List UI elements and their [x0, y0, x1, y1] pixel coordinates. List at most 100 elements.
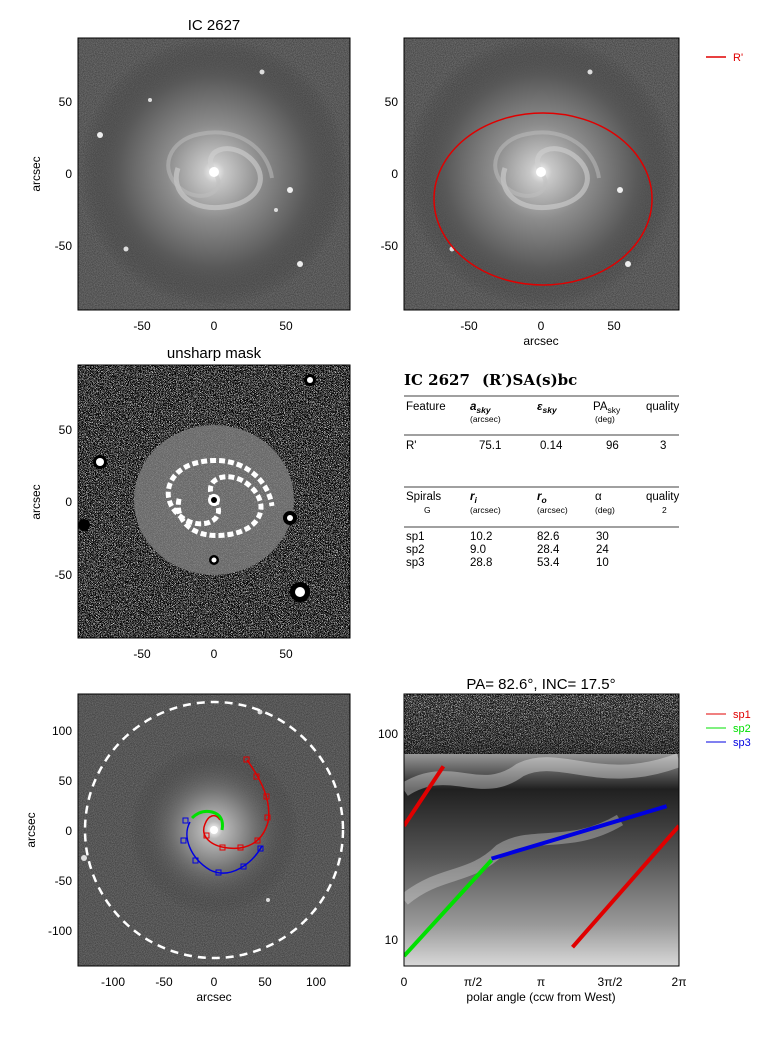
panel-ring-overlay: -50 0 50 50 0 -50 arcsec R'	[381, 37, 743, 348]
y-tick-labels: 100 50 0 -50 -100	[48, 724, 72, 938]
y-axis-label: arcsec	[29, 484, 43, 519]
x-tick-label: 50	[279, 319, 293, 333]
y-tick-label: 50	[385, 95, 399, 109]
header-quality: quality	[646, 401, 679, 413]
header-ri-unit: (arcsec)	[470, 505, 501, 515]
header-ri-sub: i	[474, 495, 477, 505]
spiral-arm-glow	[173, 146, 263, 210]
panel-title: unsharp mask	[167, 345, 262, 362]
y-tick-labels: 50 0 -50	[55, 423, 73, 582]
plot-frame	[403, 693, 680, 967]
x-tick-label: 0	[538, 319, 545, 333]
y-tick-label: 50	[59, 95, 73, 109]
cell-pa: 96	[606, 440, 619, 452]
header-alpha: α	[595, 491, 602, 503]
header-a: asky	[470, 401, 492, 415]
plot-frame	[403, 37, 680, 311]
galaxy-core	[536, 167, 546, 177]
table-title-class: (R′)SA(s)bc	[482, 371, 577, 389]
galaxy-core	[210, 826, 218, 834]
marker	[180, 837, 187, 844]
x-axis-label: arcsec	[196, 990, 231, 1004]
header-a-unit: (arcsec)	[470, 414, 501, 424]
y-tick-label: -50	[55, 239, 73, 253]
header-e-symbol: ε	[537, 401, 543, 413]
header-pa-symbol: PA	[593, 401, 608, 413]
x-tick-label: 3π/2	[598, 975, 623, 989]
x-tick-label: 0	[211, 647, 218, 661]
x-tick-label: 2π	[672, 975, 687, 989]
header-ro-symbol: r	[537, 491, 542, 503]
table-title: IC 2627 (R′)SA(s)bc	[404, 371, 577, 389]
header-ri: ri	[470, 491, 477, 505]
cell-spiral: sp1	[406, 531, 425, 543]
header-a-sub: sky	[476, 405, 491, 415]
marker	[215, 869, 222, 876]
header-e: εsky	[537, 401, 558, 415]
cell-spiral: sp2	[406, 544, 425, 556]
marker	[182, 817, 189, 824]
spiral-arm-sp3	[186, 821, 263, 874]
marker	[192, 857, 199, 864]
header-ro-sub: o	[541, 495, 546, 505]
x-tick-labels: -50 0 50	[133, 647, 293, 661]
y-tick-label: 10	[385, 933, 399, 947]
y-tick-label: 0	[65, 167, 72, 181]
cell-spiral: sp3	[406, 557, 425, 569]
sp3-markers	[180, 817, 264, 876]
header-ro: ro	[537, 491, 547, 505]
table-row: sp2 9.0 28.4 24	[406, 544, 609, 556]
cell-ro: 28.4	[537, 544, 560, 556]
panel-title: IC 2627	[188, 17, 241, 34]
table-title-name: IC 2627	[404, 371, 470, 389]
sp1-markers	[203, 756, 271, 851]
panel-spiral-overlay: -100 -50 0 50 100 100 50 0 -50 -100 arcs…	[24, 693, 351, 1004]
y-tick-label: -50	[55, 874, 73, 888]
y-tick-labels: 100 10	[378, 727, 398, 947]
marker	[240, 863, 247, 870]
legend-label: sp2	[733, 723, 751, 735]
legend-spirals: sp1 sp2 sp3	[706, 709, 751, 749]
y-axis-label: arcsec	[24, 812, 38, 847]
x-tick-label: -50	[460, 319, 478, 333]
marker	[203, 832, 210, 839]
x-tick-label: 50	[279, 647, 293, 661]
cell-feature: R'	[406, 440, 417, 452]
marker	[263, 793, 270, 800]
header-feature: Feature	[406, 401, 446, 413]
legend-ring: R'	[706, 52, 743, 64]
polar-data-marks	[404, 765, 679, 958]
plot-frame	[77, 693, 351, 967]
x-axis-label: polar angle (ccw from West)	[466, 990, 615, 1004]
marker	[257, 845, 264, 852]
x-tick-label: -50	[155, 975, 173, 989]
marker	[254, 837, 261, 844]
y-axis-label: arcsec	[29, 156, 43, 191]
legend-label: R'	[733, 52, 743, 64]
panel-galaxy-image: IC 2627 -50 0 50 50 0 -50 arcsec	[29, 17, 351, 333]
y-tick-label: -50	[381, 239, 399, 253]
marker	[237, 844, 244, 851]
header-spirals-sub: G	[424, 505, 431, 515]
cell-ri: 9.0	[470, 544, 486, 556]
x-tick-label: 0	[211, 319, 218, 333]
plot-frame	[77, 37, 351, 311]
x-tick-labels: -100 -50 0 50 100	[101, 975, 326, 989]
cell-e: 0.14	[540, 440, 563, 452]
x-tick-label: -50	[133, 647, 151, 661]
series-sp2-segment	[404, 858, 494, 958]
cell-ri: 10.2	[470, 531, 492, 543]
header-spirals: Spirals	[406, 491, 441, 503]
cell-a: 75.1	[479, 440, 501, 452]
x-tick-label: π	[537, 975, 545, 989]
series-sp1-segment	[571, 824, 679, 949]
cell-alpha: 30	[596, 531, 609, 543]
series-sp1-segment	[404, 765, 446, 827]
plot-frame	[77, 364, 351, 639]
x-tick-label: 50	[607, 319, 621, 333]
legend-label: sp1	[733, 709, 751, 721]
header-pa: PAsky	[593, 401, 621, 415]
y-tick-label: 100	[378, 727, 398, 741]
table-row: R' 75.1 0.14 96 3	[406, 440, 666, 452]
